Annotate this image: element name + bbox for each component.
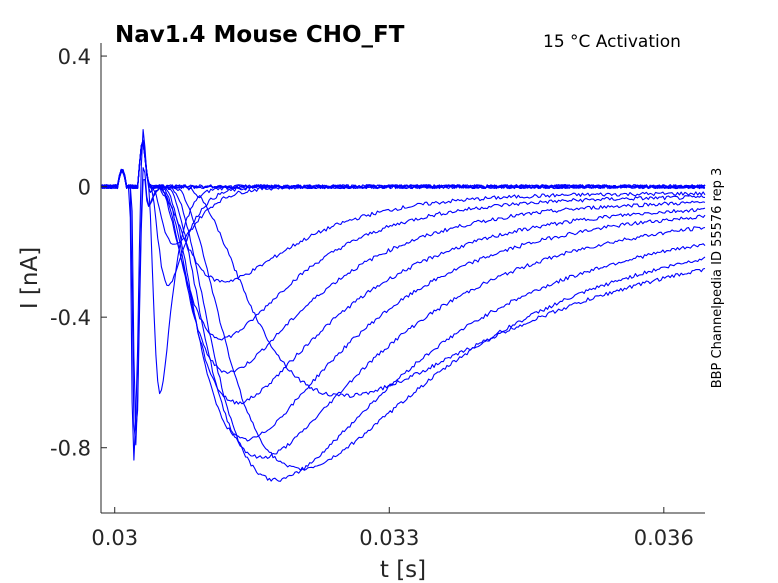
chart-subtitle: 15 °C Activation <box>543 32 681 52</box>
x-tick-label: 0.03 <box>91 526 138 550</box>
current-trace <box>100 142 706 398</box>
current-trace <box>100 142 706 374</box>
y-tick-label: 0.4 <box>58 45 91 69</box>
chart-title: Nav1.4 Mouse CHO_FT <box>115 22 405 48</box>
y-ticks-group: 0.4 0 -0.4 -0.8 <box>50 45 107 461</box>
current-trace <box>100 142 706 471</box>
x-axis-label: t [s] <box>380 557 426 583</box>
y-tick-label: -0.8 <box>50 437 91 461</box>
current-trace <box>100 142 706 459</box>
y-tick-label: -0.4 <box>50 306 91 330</box>
x-tick-label: 0.033 <box>359 526 419 550</box>
current-trace <box>100 140 706 287</box>
y-axis-label: I [nA] <box>17 247 43 309</box>
current-trace <box>100 140 706 405</box>
x-tick-label: 0.036 <box>634 526 694 550</box>
y-tick-label: 0 <box>78 176 91 200</box>
current-trace <box>100 139 706 482</box>
traces-group <box>100 129 706 482</box>
current-trace <box>100 141 706 283</box>
current-trace <box>100 142 706 442</box>
x-ticks-group: 0.03 0.033 0.036 <box>91 507 694 550</box>
source-note: BBP Channelpedia ID 55576 rep 3 <box>710 168 725 389</box>
current-trace <box>100 142 706 245</box>
